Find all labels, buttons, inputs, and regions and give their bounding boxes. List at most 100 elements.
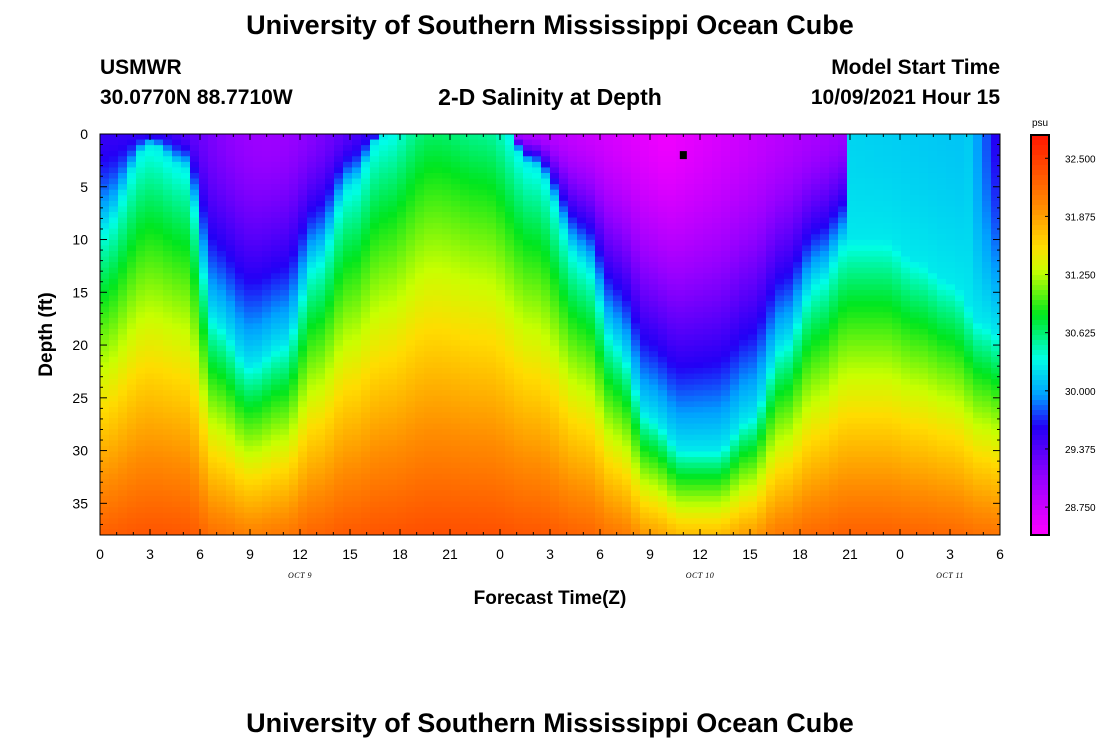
heatmap-cell [559,351,569,358]
heatmap-cell [118,401,128,408]
heatmap-cell [307,301,317,308]
heatmap-cell [118,518,128,525]
heatmap-cell [262,245,272,252]
heatmap-cell [298,161,308,168]
heatmap-cell [343,523,353,530]
heatmap-cell [631,351,641,358]
heatmap-cell [172,429,182,436]
heatmap-cell [703,217,713,224]
heatmap-cell [451,367,461,374]
heatmap-cell [712,523,722,530]
heatmap-cell [235,418,245,425]
heatmap-cell [586,334,596,341]
heatmap-cell [397,301,407,308]
heatmap-cell [145,367,155,374]
heatmap-cell [622,184,632,191]
heatmap-cell [316,490,326,497]
heatmap-cell [271,228,281,235]
heatmap-cell [325,211,335,218]
heatmap-cell [685,289,695,296]
heatmap-cell [541,211,551,218]
heatmap-cell [199,312,209,319]
heatmap-cell [460,401,470,408]
heatmap-cell [433,250,443,257]
heatmap-cell [379,484,389,491]
heatmap-cell [271,418,281,425]
heatmap-cell [244,512,254,519]
heatmap-cell [640,278,650,285]
heatmap-cell [271,223,281,230]
heatmap-cell [334,523,344,530]
heatmap-cell [100,468,110,475]
heatmap-cell [460,512,470,519]
heatmap-cell [649,200,659,207]
heatmap-cell [370,473,380,480]
heatmap-cell [586,440,596,447]
heatmap-cell [361,384,371,391]
heatmap-cell [298,328,308,335]
heatmap-cell [343,501,353,508]
heatmap-cell [226,496,236,502]
heatmap-cell [127,345,137,352]
heatmap-cell [532,195,542,202]
heatmap-cell [586,150,596,157]
heatmap-cell [325,217,335,224]
heatmap-cell [388,184,398,191]
heatmap-cell [289,484,299,491]
heatmap-cell [397,429,407,436]
heatmap-cell [109,418,119,425]
heatmap-cell [118,156,128,163]
heatmap-cell [667,468,677,475]
heatmap-cell [613,245,623,252]
heatmap-cell [532,518,542,525]
heatmap-cell [406,195,416,202]
heatmap-cell [424,172,434,179]
heatmap-cell [712,239,722,246]
heatmap-cell [433,440,443,447]
heatmap-cell [208,328,218,335]
heatmap-cell [478,340,488,347]
heatmap-cell [667,278,677,285]
heatmap-cell [145,323,155,330]
heatmap-cell [703,345,713,352]
heatmap-cell [586,345,596,352]
heatmap-cell [604,501,614,508]
heatmap-cell [460,145,470,152]
heatmap-cell [640,468,650,475]
heatmap-cell [181,317,191,324]
heatmap-cell [622,234,632,241]
heatmap-cell [685,367,695,374]
heatmap-cell [352,418,362,425]
heatmap-cell [487,312,497,319]
heatmap-cell [424,178,434,185]
heatmap-cell [622,501,632,508]
heatmap-cell [388,172,398,179]
heatmap-cell [694,245,704,252]
heatmap-cell [406,295,416,302]
heatmap-cell [604,284,614,291]
heatmap-cell [307,250,317,257]
heatmap-cell [109,206,119,213]
heatmap-cell [109,323,119,330]
heatmap-cell [631,139,641,146]
heatmap-cell [190,351,200,358]
heatmap-cell [478,150,488,157]
heatmap-cell [181,150,191,157]
heatmap-cell [568,267,578,274]
heatmap-cell [559,184,569,191]
heatmap-cell [658,518,668,525]
heatmap-cell [442,328,452,335]
heatmap-cell [613,239,623,246]
heatmap-cell [541,139,551,146]
heatmap-cell [640,523,650,530]
heatmap-cell [703,518,713,525]
heatmap-cell [496,423,506,430]
heatmap-cell [712,373,722,380]
heatmap-cell [109,462,119,469]
heatmap-cell [316,172,326,179]
heatmap-cell [622,145,632,152]
heatmap-cell [370,323,380,330]
heatmap-cell [685,239,695,246]
heatmap-cell [118,496,128,502]
heatmap-cell [514,262,524,269]
